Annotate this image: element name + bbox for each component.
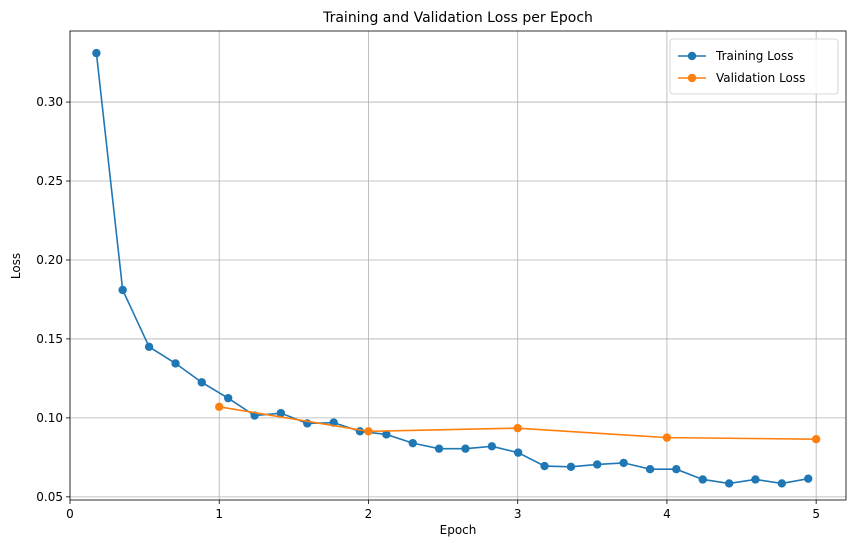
data-point-validation-loss: [811, 435, 821, 444]
data-point-validation-loss: [215, 402, 224, 412]
data-point-training-loss: [434, 444, 444, 453]
x-tick-label: 2: [365, 507, 373, 521]
data-point-validation-loss: [364, 427, 373, 436]
x-tick-label: 5: [812, 507, 820, 521]
data-point-training-loss: [619, 458, 628, 468]
series-layer: [92, 48, 821, 488]
chart-title: Training and Validation Loss per Epoch: [322, 10, 593, 26]
plot-frame: [69, 30, 847, 501]
series-training-loss: [92, 48, 813, 488]
data-point-validation-loss: [513, 423, 522, 433]
series-line-training-loss: [95, 53, 809, 485]
y-tick-label: 0.10: [36, 411, 63, 425]
data-point-training-loss: [672, 465, 681, 474]
data-point-training-loss: [645, 465, 655, 474]
data-point-training-loss: [751, 475, 760, 484]
x-axis: 0 1 2 3 4 5: [66, 500, 820, 521]
data-point-training-loss: [171, 359, 180, 368]
x-tick-label: 3: [514, 507, 522, 521]
series-validation-loss: [215, 402, 821, 444]
y-tick-label: 0.15: [36, 332, 63, 346]
legend-marker-training-loss: [687, 51, 697, 61]
y-tick-label: 0.05: [36, 490, 63, 504]
legend-entry-validation-loss: Validation Loss: [678, 71, 805, 85]
x-tick-label: 0: [66, 507, 74, 521]
legend-entry-training-loss: Training Loss: [678, 49, 793, 63]
data-point-training-loss: [777, 479, 787, 488]
legend-marker-validation-loss: [687, 73, 697, 83]
data-point-training-loss: [566, 462, 576, 472]
data-point-training-loss: [223, 393, 233, 403]
data-point-training-loss: [197, 378, 206, 387]
data-point-training-loss: [513, 448, 523, 457]
data-point-training-loss: [408, 438, 417, 448]
data-point-training-loss: [487, 442, 497, 451]
data-point-training-loss: [118, 285, 127, 295]
y-axis-label: Loss: [9, 253, 23, 279]
legend-label-validation-loss: Validation Loss: [716, 71, 805, 85]
data-point-training-loss: [144, 342, 154, 352]
grid-lines: [69, 31, 846, 500]
data-point-training-loss: [698, 475, 707, 484]
data-point-training-loss: [355, 427, 365, 436]
data-point-training-loss: [382, 430, 391, 439]
x-axis-label: Epoch: [440, 523, 477, 537]
data-point-training-loss: [92, 48, 101, 58]
data-point-training-loss: [724, 479, 734, 488]
data-point-training-loss: [461, 444, 470, 453]
data-point-validation-loss: [662, 433, 672, 442]
y-axis: 0.05 0.10 0.15 0.20 0.25 0.30: [36, 95, 70, 504]
data-point-training-loss: [276, 408, 286, 418]
y-tick-label: 0.30: [36, 95, 63, 109]
legend: Training Loss Validation Loss: [669, 38, 839, 95]
data-point-training-loss: [593, 460, 602, 469]
y-tick-label: 0.25: [36, 174, 63, 188]
data-point-training-loss: [804, 474, 813, 483]
legend-label-training-loss: Training Loss: [715, 49, 793, 63]
data-point-training-loss: [540, 461, 549, 471]
x-tick-label: 1: [215, 507, 223, 521]
plot-area: [70, 31, 846, 500]
legend-box: [669, 38, 839, 95]
y-tick-label: 0.20: [36, 253, 63, 267]
x-tick-label: 4: [663, 507, 671, 521]
